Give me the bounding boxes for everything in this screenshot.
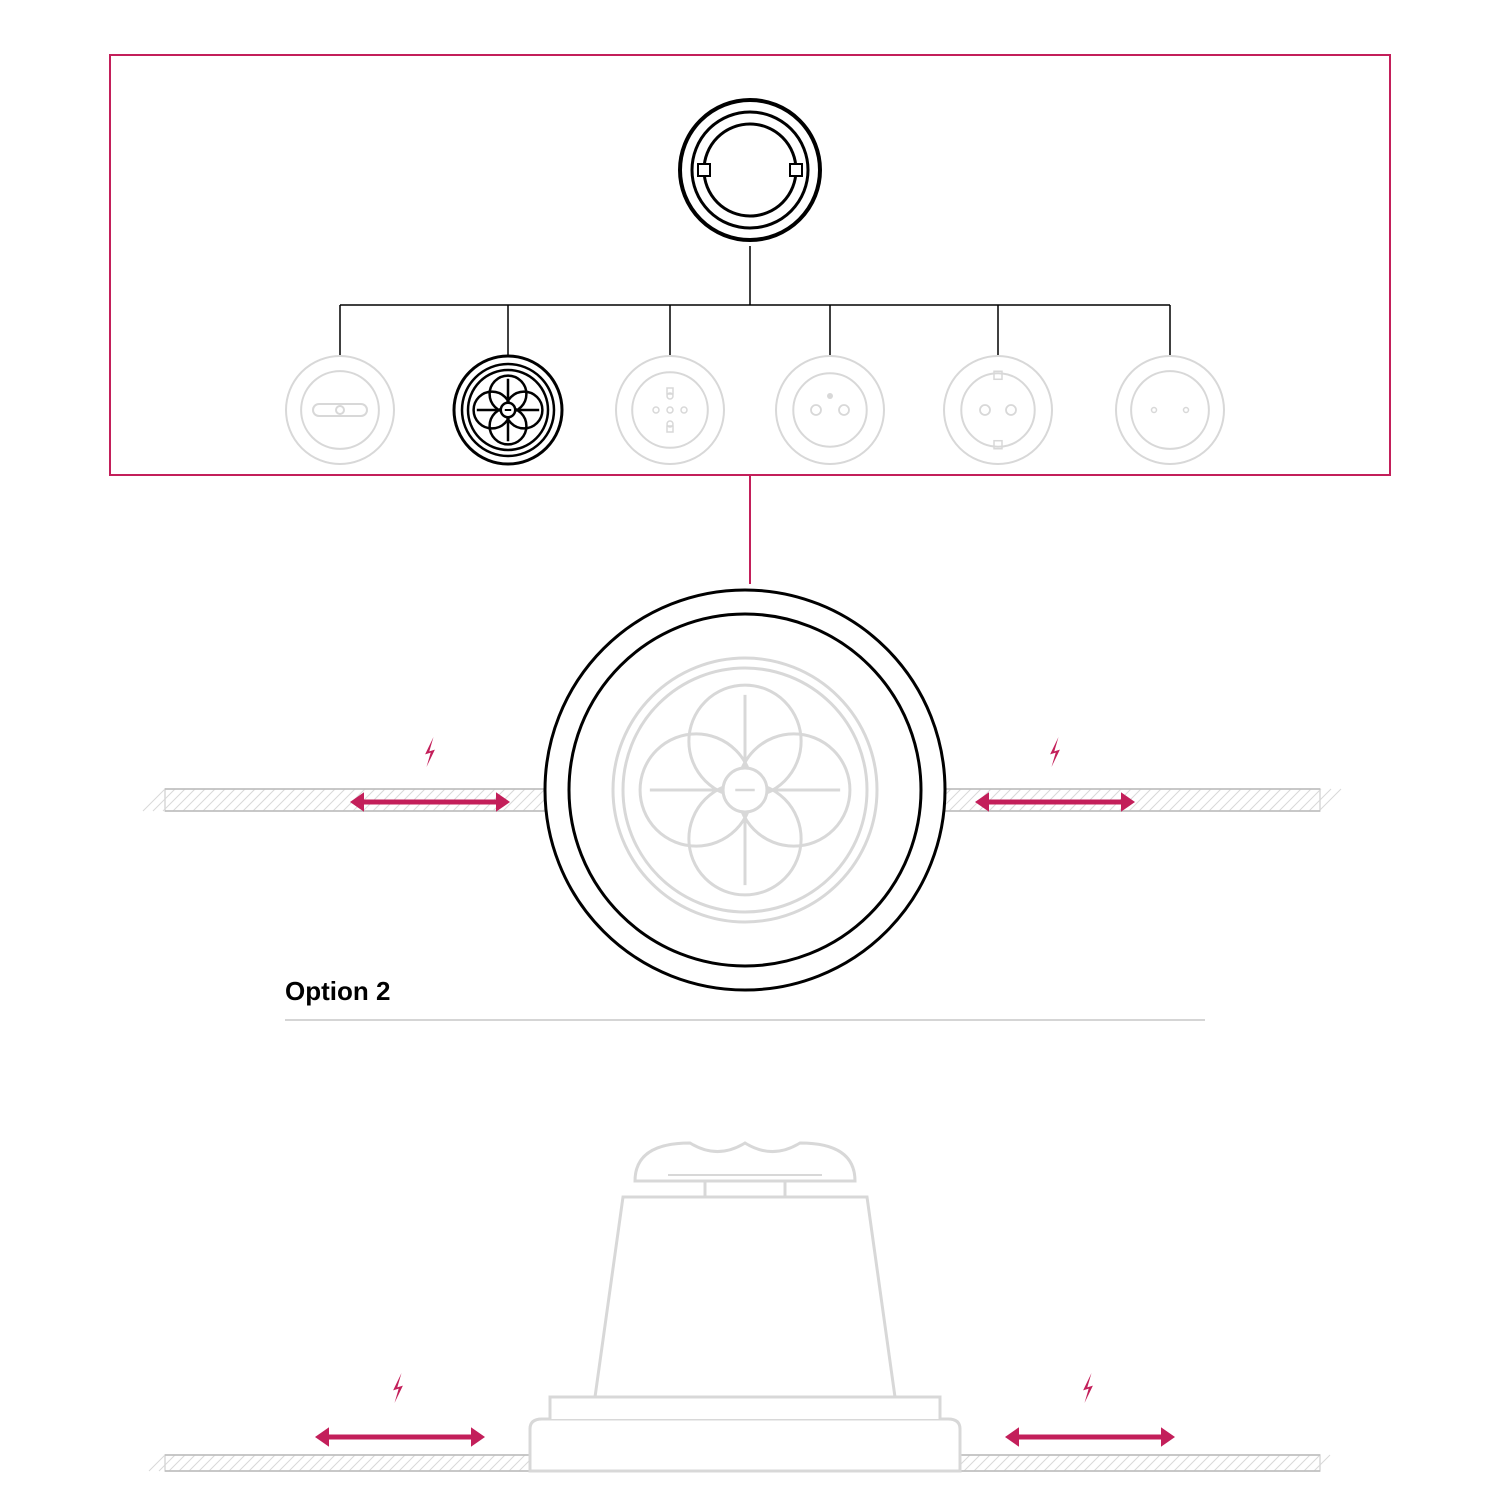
socket-de-icon bbox=[944, 356, 1052, 464]
lightning-icon bbox=[425, 737, 435, 767]
rotary-knob-icon bbox=[468, 370, 548, 450]
rotary-knob-icon bbox=[623, 668, 867, 912]
switch-side-view bbox=[530, 1143, 960, 1471]
socket-fr-icon bbox=[776, 356, 884, 464]
multipin-socket-icon bbox=[616, 356, 724, 464]
toggle-socket-icon bbox=[286, 356, 394, 464]
lightning-icon bbox=[1083, 1373, 1093, 1403]
blank-plate-icon bbox=[1116, 356, 1224, 464]
lightning-icon bbox=[1050, 737, 1060, 767]
base-ring-icon bbox=[680, 100, 820, 240]
lightning-icon bbox=[393, 1373, 403, 1403]
section-label: Option 2 bbox=[285, 976, 390, 1006]
